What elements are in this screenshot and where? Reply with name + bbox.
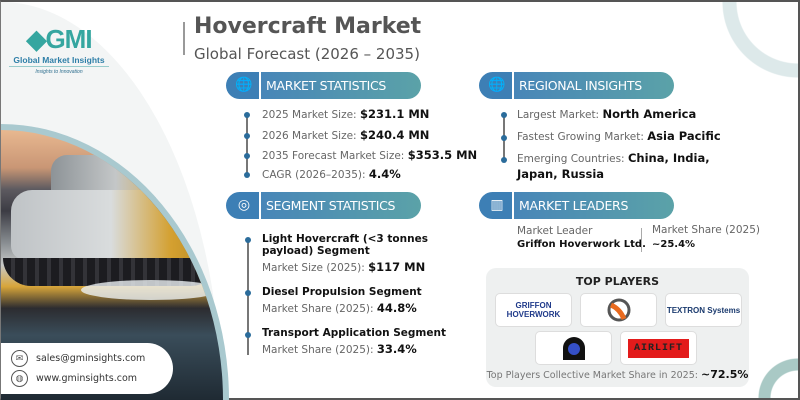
- player-logo-emblem: [535, 331, 612, 365]
- logo-name: Global Market Insights: [9, 55, 109, 67]
- stat-2035-size: 2035 Forecast Market Size: $353.5 MN: [262, 148, 478, 162]
- target-icon: ◎: [237, 197, 251, 213]
- player-logo-swirl: [580, 293, 657, 327]
- globe-chart-icon: 🌐: [235, 77, 253, 93]
- logo-tagline: Insights to Innovation: [35, 69, 83, 75]
- bullet: [501, 135, 507, 141]
- share-label: Market Share (2025): [652, 224, 760, 236]
- textron-systems-logo: TEXTRON Systems: [665, 293, 742, 327]
- collective-share: Top Players Collective Market Share in 2…: [486, 368, 749, 381]
- griffon-hoverwork-logo: GRIFFON HOVERWORK: [495, 293, 572, 327]
- bullet: [245, 332, 251, 338]
- market-leaders-header: ▥ MARKET LEADERS: [479, 192, 674, 219]
- globe-icon: ◍: [11, 370, 28, 387]
- market-statistics-header: 🌐 MARKET STATISTICS: [226, 72, 421, 99]
- top-players-title: TOP PLAYERS: [575, 275, 660, 288]
- website-link[interactable]: www.gminsights.com: [36, 373, 138, 384]
- timeline: [247, 240, 249, 355]
- divider: [641, 228, 642, 252]
- segment-title: Light Hovercraft (<3 tonnes payload) Seg…: [262, 233, 428, 257]
- top-players-panel: TOP PLAYERS GRIFFON HOVERWORK TEXTRON Sy…: [486, 268, 749, 387]
- leader-label: Market Leader: [517, 225, 593, 237]
- bar-chart-icon: ▥: [490, 197, 504, 213]
- stat-2026-size: 2026 Market Size: $240.4 MN: [262, 128, 430, 142]
- email-link[interactable]: sales@gminsights.com: [36, 353, 146, 364]
- airlift-logo: AIRLIFT: [620, 331, 697, 365]
- logo-mark: ◆GMI: [26, 24, 92, 54]
- decorative-ring: [758, 358, 798, 398]
- segment-title: Transport Application Segment: [262, 327, 446, 339]
- bullet: [244, 153, 250, 159]
- bullet: [244, 112, 250, 118]
- segment-statistics-header: ◎ SEGMENT STATISTICS: [226, 192, 421, 219]
- leader-share: ~25.4%: [652, 239, 696, 250]
- leader-name: Griffon Hoverwork Ltd.: [517, 239, 646, 250]
- stat-cagr: CAGR (2026–2035): 4.4%: [262, 167, 401, 181]
- largest-market: Largest Market: North America: [517, 107, 697, 121]
- bullet: [244, 172, 250, 178]
- mail-icon: ✉: [11, 350, 28, 367]
- globe-icon: 🌐: [488, 77, 506, 93]
- page-subtitle: Global Forecast (2026 – 2035): [194, 45, 420, 63]
- emerging-countries-cont: Japan, Russia: [517, 167, 605, 181]
- segment-value: Market Size (2025): $117 MN: [262, 260, 426, 274]
- timeline: [246, 115, 248, 175]
- bullet: [245, 237, 251, 243]
- segment-value: Market Share (2025): 44.8%: [262, 301, 417, 315]
- regional-insights-header: 🌐 REGIONAL INSIGHTS: [479, 72, 674, 99]
- segment-title: Diesel Propulsion Segment: [262, 286, 422, 298]
- segment-value: Market Share (2025): 33.4%: [262, 342, 417, 356]
- page-title: Hovercraft Market: [194, 14, 422, 39]
- title-divider: [183, 22, 185, 55]
- bullet: [245, 290, 251, 296]
- emerging-countries: Emerging Countries: China, India,: [517, 151, 710, 165]
- bullet: [501, 112, 507, 118]
- decorative-ring: [718, 2, 798, 82]
- bullet: [501, 157, 507, 163]
- contact-box: ✉ sales@gminsights.com ◍ www.gminsights.co…: [1, 343, 173, 394]
- stat-2025-size: 2025 Market Size: $231.1 MN: [262, 107, 430, 121]
- fastest-growing-market: Fastest Growing Market: Asia Pacific: [517, 129, 721, 143]
- gmi-logo[interactable]: ◆GMI Global Market Insights Insights to …: [9, 24, 109, 75]
- bullet: [244, 133, 250, 139]
